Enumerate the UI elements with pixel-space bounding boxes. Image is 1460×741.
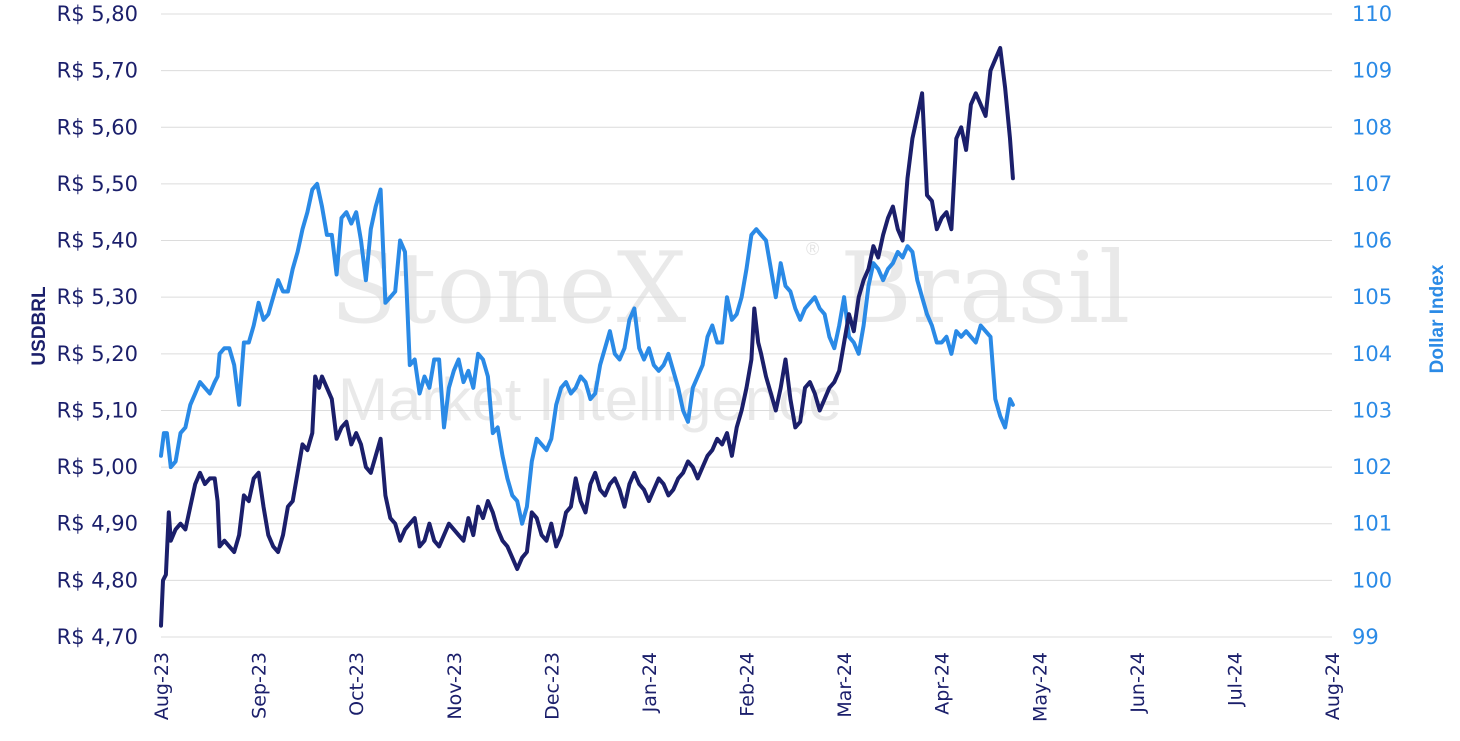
series-lines — [159, 46, 1015, 628]
y-axis-right: 110 109 108 107 106 105 104 103 102 101 100 99 — [1352, 2, 1392, 649]
watermark-registered-mark: ® — [806, 239, 819, 259]
y-left-tick-label: R$ 5,50 — [57, 172, 138, 196]
y-axis-left: R$ 5,80 R$ 5,70 R$ 5,60 R$ 5,50 R$ 5,40 R$ 5,… — [57, 2, 138, 649]
y-right-tick-label: 104 — [1352, 342, 1392, 366]
y-left-tick-label: R$ 5,20 — [57, 342, 138, 366]
x-tick-label: Feb-24 — [737, 652, 759, 717]
y-right-tick-label: 106 — [1352, 229, 1392, 253]
x-tick-label: Sep-23 — [249, 652, 271, 719]
y-right-tick-label: 103 — [1352, 398, 1392, 422]
watermark-country: Brasil — [840, 232, 1130, 346]
x-tick-label: Jun-24 — [1127, 652, 1149, 714]
y-left-tick-label: R$ 5,00 — [57, 455, 138, 479]
y-left-tick-label: R$ 5,70 — [57, 59, 138, 83]
x-tick-label: Aug-24 — [1322, 652, 1344, 720]
y-right-tick-label: 110 — [1352, 2, 1392, 26]
x-tick-label: Jul-24 — [1224, 652, 1246, 707]
y-right-tick-label: 107 — [1352, 172, 1392, 196]
usdbrl-line — [159, 46, 1015, 628]
y-right-tick-label: 100 — [1352, 568, 1392, 592]
y-right-tick-label: 99 — [1352, 625, 1379, 649]
x-tick-label: Mar-24 — [834, 652, 856, 718]
y-right-tick-label: 108 — [1352, 115, 1392, 139]
dollar-index-line — [159, 181, 1015, 526]
y-left-tick-label: R$ 5,80 — [57, 2, 138, 26]
y-left-tick-label: R$ 5,40 — [57, 229, 138, 253]
y-axis-right-label: Dollar Index — [1427, 264, 1448, 373]
x-tick-label: Dec-23 — [541, 652, 563, 720]
x-tick-label: May-24 — [1029, 652, 1051, 722]
y-right-tick-label: 105 — [1352, 285, 1392, 309]
y-left-tick-label: R$ 4,70 — [57, 625, 138, 649]
x-tick-label: Oct-23 — [346, 652, 368, 716]
y-left-tick-label: R$ 5,60 — [57, 115, 138, 139]
y-left-tick-label: R$ 5,10 — [57, 398, 138, 422]
x-tick-label: Jan-24 — [639, 652, 661, 713]
x-axis: Aug-23 Sep-23 Oct-23 Nov-23 Dec-23 Jan-24 Feb-… — [151, 652, 1344, 722]
y-left-tick-label: R$ 4,90 — [57, 512, 138, 536]
x-tick-label: Apr-24 — [932, 652, 954, 715]
x-tick-label: Nov-23 — [444, 652, 466, 720]
y-right-tick-label: 102 — [1352, 455, 1392, 479]
grid-lines — [161, 13, 1332, 638]
x-tick-label: Aug-23 — [151, 652, 173, 720]
y-left-tick-label: R$ 5,30 — [57, 285, 138, 309]
y-axis-left-label: USDBRL — [29, 286, 50, 366]
y-left-tick-label: R$ 4,80 — [57, 568, 138, 592]
y-right-tick-label: 101 — [1352, 512, 1392, 536]
y-right-tick-label: 109 — [1352, 59, 1392, 83]
watermark: StoneX Brasil Market Intelligence ® — [330, 232, 1130, 433]
